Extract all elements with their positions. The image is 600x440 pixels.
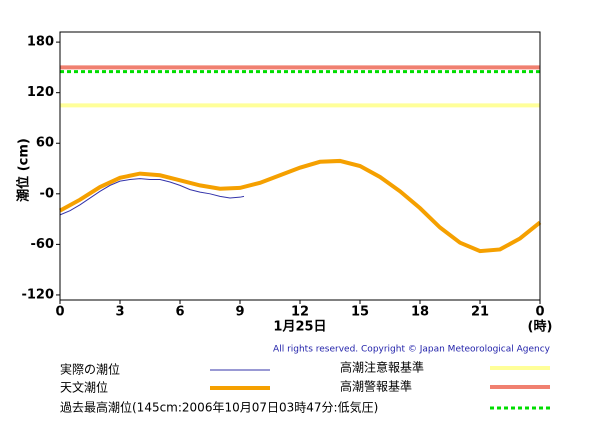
- x-tick-label: 6: [175, 305, 184, 320]
- y-tick-label: 120: [27, 85, 54, 100]
- y-tick-label: 60: [36, 136, 54, 151]
- legend-label: 天文潮位: [60, 380, 108, 395]
- tide-line: [59, 158, 542, 254]
- y-tick-label: -120: [21, 287, 54, 302]
- x-tick-label: 18: [411, 305, 429, 320]
- x-tick-label: 0: [55, 305, 64, 320]
- x-tick-label: 9: [235, 305, 244, 320]
- legend-label: 過去最高潮位(145cm:2006年10月07日03時47分:低気圧): [60, 400, 378, 415]
- y-tick-label: -0: [40, 186, 54, 201]
- y-axis-label: 潮位 (cm): [16, 138, 32, 202]
- y-tick-label: 180: [27, 35, 54, 50]
- x-tick-label: 21: [471, 305, 489, 320]
- copyright: All rights reserved. Copyright © Japan M…: [273, 345, 551, 355]
- x-axis-label: 1月25日: [273, 320, 326, 335]
- x-tick-label: 15: [351, 305, 369, 320]
- x-tick-label: 12: [291, 305, 309, 320]
- legend-label: 高潮注意報基準: [340, 360, 424, 375]
- y-tick-label: -60: [31, 237, 55, 252]
- x-tick-label: 0: [535, 305, 544, 320]
- x-axis-unit: (時): [528, 319, 553, 335]
- x-tick-label: 3: [115, 305, 124, 320]
- legend-label: 実際の潮位: [60, 362, 120, 377]
- tide-line: [59, 178, 245, 216]
- legend-label: 高潮警報基準: [340, 379, 412, 394]
